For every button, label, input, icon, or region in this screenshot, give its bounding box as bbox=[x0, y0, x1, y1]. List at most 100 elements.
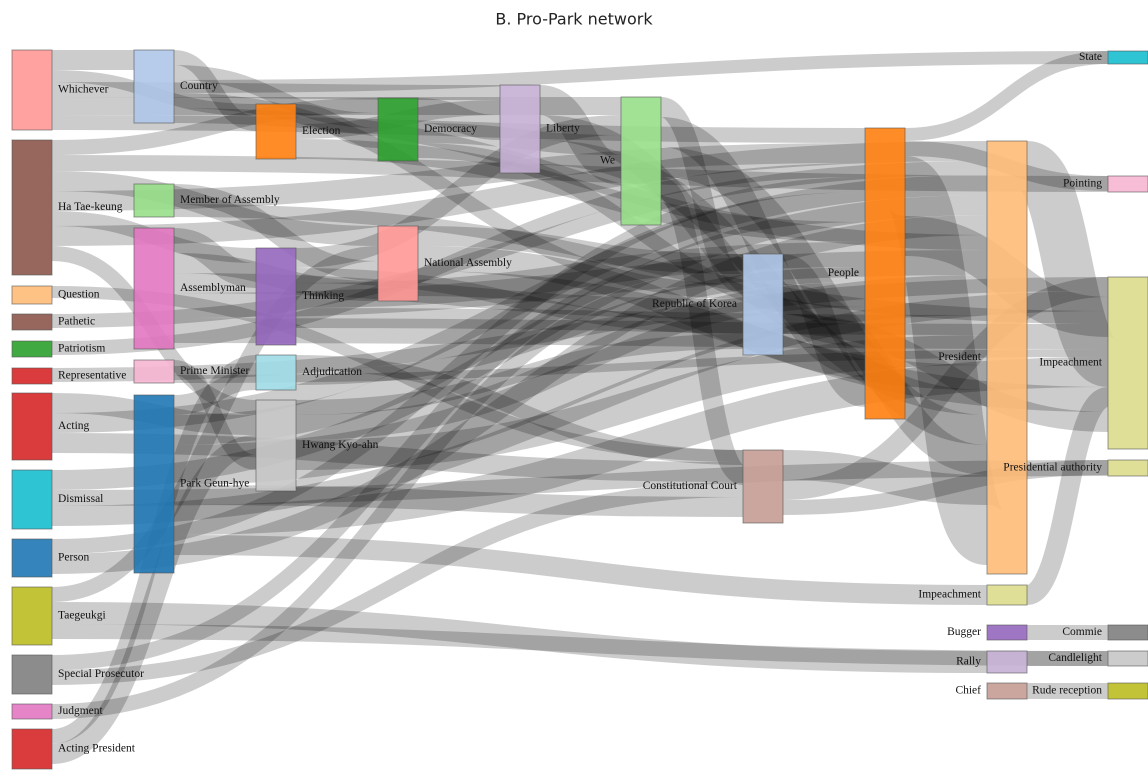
link bbox=[51, 269, 744, 719]
link bbox=[1016, 141, 1119, 387]
link bbox=[173, 108, 988, 250]
node bbox=[11, 392, 53, 461]
link bbox=[1024, 387, 1111, 605]
link bbox=[295, 268, 744, 334]
link bbox=[173, 318, 1109, 349]
node bbox=[133, 49, 175, 124]
link bbox=[51, 246, 379, 602]
node bbox=[986, 682, 1028, 700]
link bbox=[173, 51, 1109, 93]
node-label: State bbox=[1079, 51, 1102, 63]
link bbox=[51, 82, 501, 100]
node-label: Bugger bbox=[947, 626, 981, 638]
link bbox=[295, 308, 988, 335]
node bbox=[377, 97, 419, 162]
link bbox=[173, 349, 1109, 383]
link bbox=[51, 163, 866, 355]
link bbox=[51, 155, 1109, 192]
node bbox=[1107, 276, 1148, 450]
link bbox=[51, 215, 988, 574]
node-label: Impeachment bbox=[918, 589, 981, 601]
node-label: We bbox=[600, 155, 615, 167]
node bbox=[620, 96, 662, 226]
node bbox=[255, 354, 297, 391]
node-label: National Assembly bbox=[424, 257, 512, 269]
node-label: Assemblyman bbox=[180, 282, 246, 294]
node-label: Pathetic bbox=[58, 316, 95, 328]
link bbox=[51, 460, 1109, 506]
link bbox=[173, 192, 866, 445]
node-label: Special Prosecutor bbox=[58, 668, 144, 680]
link bbox=[51, 115, 866, 143]
node bbox=[11, 285, 53, 305]
link bbox=[782, 460, 1109, 515]
node bbox=[986, 584, 1028, 606]
node-label: Person bbox=[58, 552, 90, 564]
link bbox=[780, 254, 868, 407]
node bbox=[864, 127, 906, 420]
node-label: Patriotism bbox=[58, 343, 105, 355]
node-label: Election bbox=[302, 125, 341, 137]
link bbox=[657, 177, 747, 485]
node-label: Commie bbox=[1062, 626, 1102, 638]
node-label: Prime Minister bbox=[180, 365, 249, 377]
node-label: Constitutional Court bbox=[643, 480, 738, 492]
node-label: Candlelight bbox=[1048, 652, 1102, 664]
node bbox=[1107, 175, 1148, 193]
node-label: Whichever bbox=[58, 84, 109, 96]
node bbox=[1107, 624, 1148, 641]
link bbox=[173, 50, 257, 131]
link bbox=[51, 433, 744, 482]
node bbox=[1107, 459, 1148, 477]
link bbox=[539, 115, 866, 347]
link bbox=[295, 115, 622, 268]
link bbox=[51, 175, 988, 433]
link bbox=[782, 314, 1109, 432]
node-label: Democracy bbox=[424, 123, 477, 135]
node bbox=[11, 313, 53, 331]
node bbox=[1107, 650, 1148, 667]
node-label: Rude reception bbox=[1032, 685, 1102, 697]
node bbox=[255, 399, 297, 492]
link bbox=[660, 147, 988, 445]
link bbox=[904, 51, 1109, 141]
node-label: Adjudication bbox=[302, 366, 362, 378]
node-label: Question bbox=[58, 289, 100, 301]
node bbox=[11, 340, 53, 358]
node bbox=[986, 140, 1028, 575]
node-label: President bbox=[938, 351, 982, 363]
node bbox=[133, 227, 175, 350]
node bbox=[742, 253, 784, 356]
link bbox=[417, 226, 744, 274]
node bbox=[11, 728, 53, 770]
link bbox=[659, 117, 867, 377]
node bbox=[377, 225, 419, 302]
links bbox=[50, 49, 1119, 764]
node-label: People bbox=[828, 267, 859, 279]
link bbox=[51, 161, 988, 328]
link bbox=[173, 204, 1109, 324]
node-label: Hwang Kyo-ahn bbox=[302, 439, 379, 451]
node bbox=[11, 49, 53, 131]
node-label: Judgment bbox=[58, 705, 104, 717]
link bbox=[295, 104, 379, 148]
chart-title: B. Pro-Park network bbox=[495, 10, 653, 29]
node-label: Acting bbox=[58, 420, 90, 432]
node-label: Presidential authority bbox=[1003, 462, 1102, 474]
node-label: Pointing bbox=[1063, 178, 1102, 190]
nodes: Whichever Ha Tae-keung Question Pathetic Pat… bbox=[11, 49, 1148, 770]
node bbox=[986, 624, 1028, 641]
link bbox=[51, 277, 1109, 382]
link bbox=[658, 97, 746, 294]
node bbox=[133, 394, 175, 574]
link bbox=[51, 602, 988, 673]
node bbox=[1107, 682, 1148, 700]
node bbox=[11, 469, 53, 530]
node bbox=[11, 703, 53, 720]
node-label: Ha Tae-keung bbox=[58, 201, 123, 213]
node bbox=[499, 84, 541, 174]
link bbox=[173, 370, 257, 415]
link bbox=[51, 482, 744, 685]
link bbox=[51, 171, 379, 246]
